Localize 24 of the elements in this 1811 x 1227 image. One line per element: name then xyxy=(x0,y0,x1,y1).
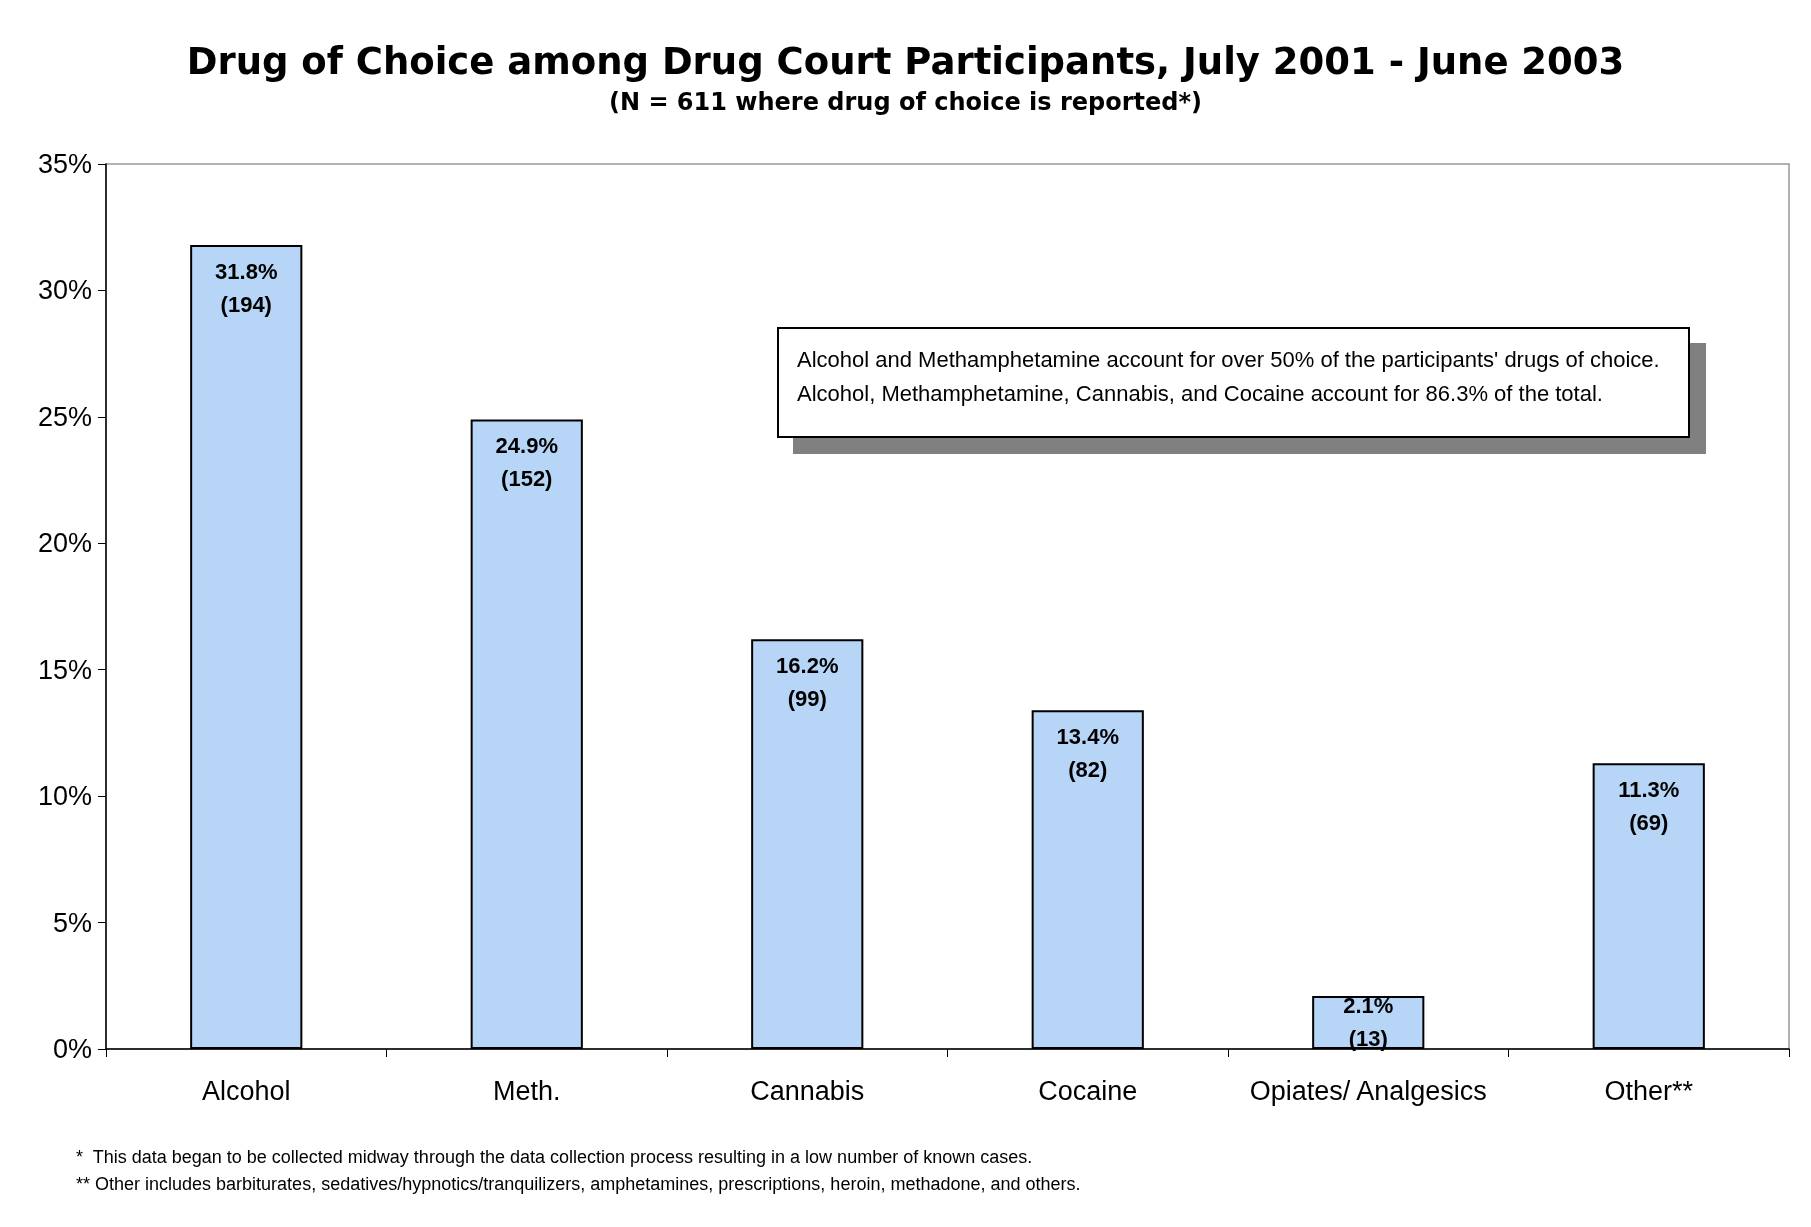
x-tick-label: Opiates/ Analgesics xyxy=(1249,1075,1487,1106)
text: ** Other includes barbiturates, sedatives/hypnotics/tranquilizers, amphetamines, prescriptions, heroin, methadone, and others. xyxy=(76,1174,1081,1194)
y-tick-label: 0% xyxy=(52,1034,92,1064)
chart-subtitle: (N = 611 where drug of choice is reported*) xyxy=(608,88,1203,116)
text: * This data began to be collected midway through the data collection process resulting in a low number of known cases. xyxy=(76,1147,1033,1167)
chart-title: Drug of Choice among Drug Court Participants, July 2001 - June 2003 xyxy=(186,40,1625,83)
data-label: 24.9% (152) xyxy=(495,433,558,492)
x-tick-label: Cannabis xyxy=(750,1075,865,1106)
data-label: 2.1% (13) xyxy=(1343,993,1394,1052)
data-label: 11.3% (69) xyxy=(1618,777,1680,836)
x-tick-label: Cocaine xyxy=(1038,1075,1138,1106)
x-tick-label: Alcohol xyxy=(201,1075,291,1106)
y-tick-label: 5% xyxy=(52,907,92,938)
y-tick-label: 25% xyxy=(37,401,92,432)
y-tick-label: 20% xyxy=(37,528,92,559)
y-tick-label: 15% xyxy=(37,654,92,685)
x-tick-label: Other** xyxy=(1604,1075,1694,1106)
y-tick-label: 30% xyxy=(37,275,92,306)
y-tick-label: 35% xyxy=(37,149,92,179)
x-tick-label: Meth. xyxy=(492,1075,561,1106)
data-label: 13.4% (82) xyxy=(1056,724,1119,783)
data-label: 16.2% (99) xyxy=(776,653,839,712)
data-label: 31.8% (194) xyxy=(215,258,278,317)
y-tick-label: 10% xyxy=(37,781,92,812)
